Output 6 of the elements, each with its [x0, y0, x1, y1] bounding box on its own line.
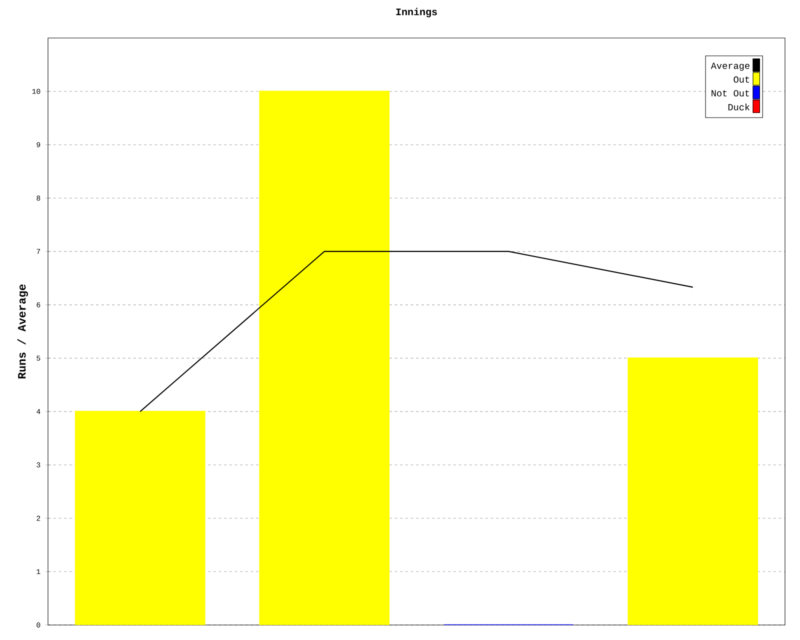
legend-label: Out [734, 76, 750, 83]
y-axis-title: Runs / Average [17, 284, 28, 378]
legend-label: Duck [728, 104, 750, 110]
legend-label: Average [710, 62, 750, 71]
legend-label: Not Out [712, 90, 750, 96]
chart-title: Innings [396, 8, 437, 18]
